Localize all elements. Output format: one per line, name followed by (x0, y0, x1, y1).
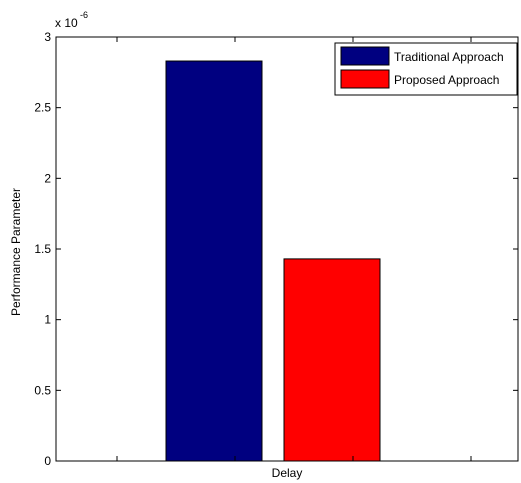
y-tick-label: 2 (44, 171, 51, 185)
legend-label: Traditional Approach (394, 50, 504, 64)
y-tick-label: 0 (44, 454, 51, 468)
bars-layer (165, 60, 381, 462)
y-tick-label: 1.5 (34, 242, 51, 256)
legend: Traditional Approach Proposed Approach (334, 42, 518, 96)
y-axis-exponent-base: x 10 (55, 16, 78, 30)
y-axis-label: Performance Parameter (9, 188, 23, 316)
y-tick-label: 3 (44, 30, 51, 44)
y-tick-label: 1 (44, 313, 51, 327)
bar-traditional-approach (165, 60, 263, 462)
x-tick-label: Delay (272, 466, 303, 480)
y-axis-exponent: x 10 -6 (55, 10, 88, 30)
y-tick-label: 0.5 (34, 383, 51, 397)
y-axis-exponent-power: -6 (80, 10, 88, 20)
legend-swatch (340, 69, 390, 89)
legend-swatch (340, 46, 390, 66)
ticks-layer: 0 0.5 1 1.5 2 2.5 3 Delay (34, 30, 518, 480)
legend-label: Proposed Approach (394, 73, 499, 87)
y-tick-label: 2.5 (34, 101, 51, 115)
bar-proposed-approach (283, 258, 381, 462)
